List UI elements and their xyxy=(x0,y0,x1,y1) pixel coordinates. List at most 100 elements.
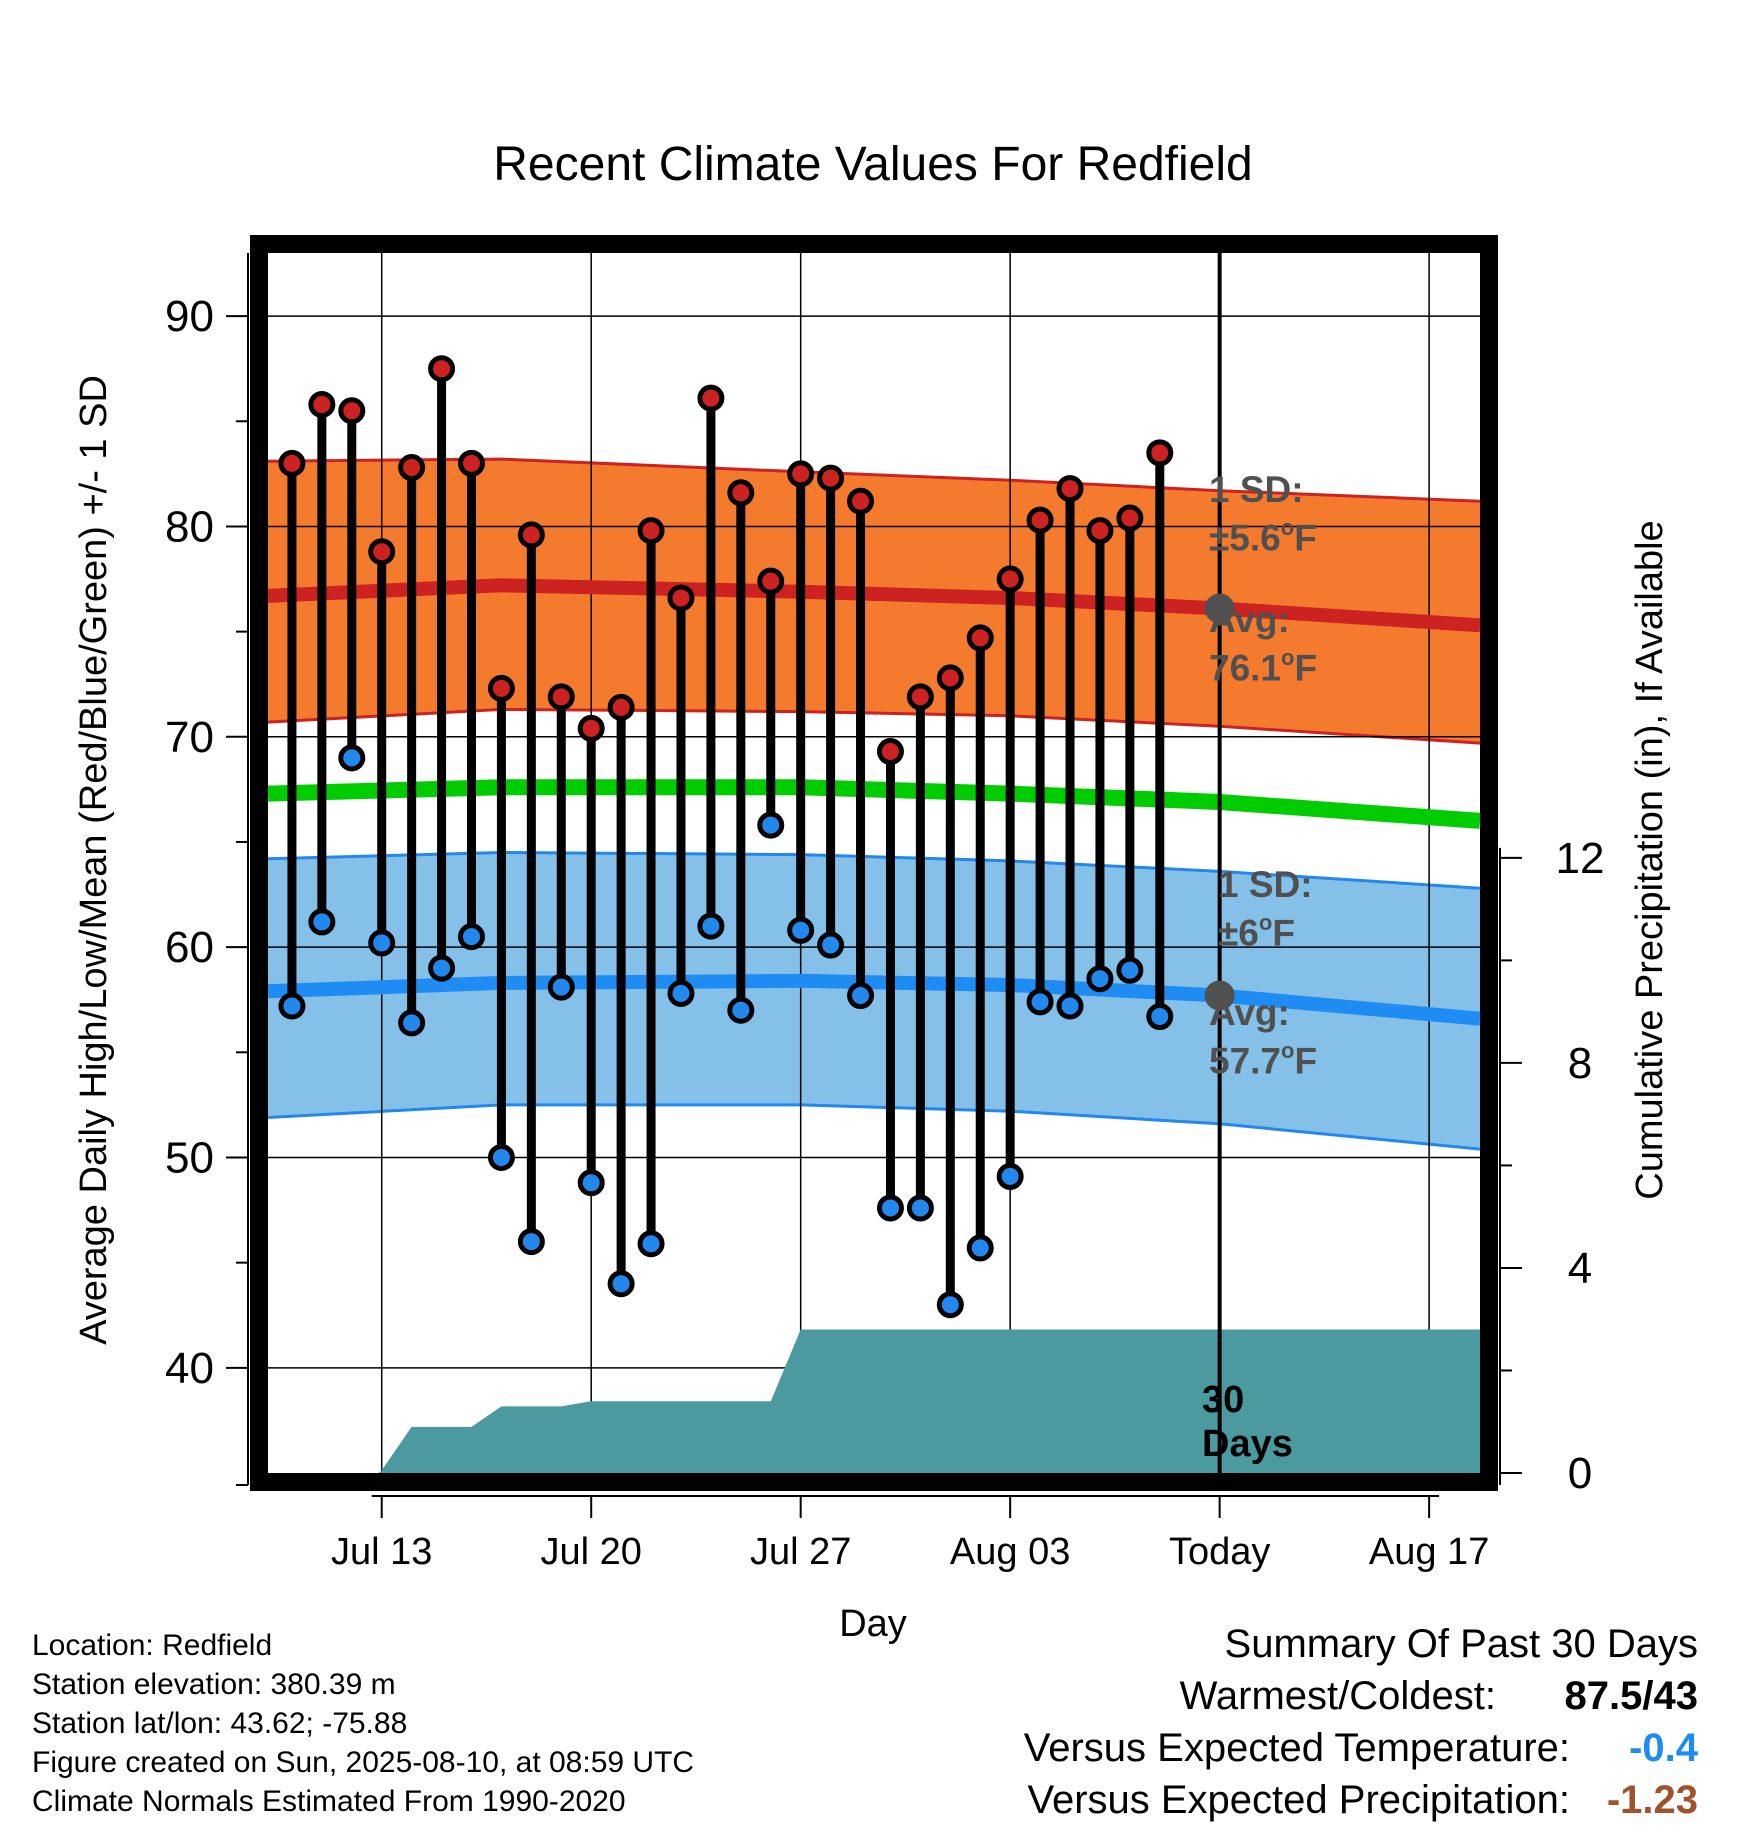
daily-low-marker xyxy=(787,916,815,944)
daily-high-marker xyxy=(637,517,665,545)
high-sd-band-lower-edge xyxy=(267,707,1481,745)
summary-warmest-value: 87.5/43 xyxy=(1564,1674,1698,1718)
daily-high-marker xyxy=(308,390,336,418)
daily-high-marker xyxy=(817,464,845,492)
avg-low-line xyxy=(267,973,1481,1026)
daily-low-marker xyxy=(577,1169,605,1197)
daily-high-marker xyxy=(936,664,964,692)
high-avg-annotation: Avg: 76.1oF xyxy=(1209,600,1317,688)
daily-low-marker xyxy=(936,1291,964,1319)
daily-high-marker xyxy=(278,449,306,477)
daily-low-marker xyxy=(1146,1003,1174,1031)
daily-high-marker xyxy=(757,567,785,595)
daily-high-marker xyxy=(697,384,725,412)
precip-area xyxy=(378,1329,1481,1473)
low-sd-band xyxy=(268,852,1480,1150)
daily-low-marker xyxy=(817,931,845,959)
low-avg-value: 57.7oF xyxy=(1209,1038,1318,1082)
daily-high-marker xyxy=(517,521,545,549)
daily-low-marker xyxy=(308,908,336,936)
summary-title: Summary Of Past 30 Days xyxy=(1224,1622,1698,1666)
daily-high-marker xyxy=(996,565,1024,593)
station-info: Location: Redfield Station elevation: 38… xyxy=(32,1626,694,1821)
bottom-tick-label: Aug 17 xyxy=(1369,1531,1489,1573)
daily-high-marker xyxy=(1086,517,1114,545)
daily-markers-layer xyxy=(278,355,1174,1319)
low-avg-label: Avg: xyxy=(1209,992,1290,1033)
daily-low-marker xyxy=(487,1143,515,1171)
daily-high-marker xyxy=(787,460,815,488)
low-sd-label: 1 SD: xyxy=(1218,864,1313,905)
daily-high-marker xyxy=(1026,506,1054,534)
daily-high-marker xyxy=(428,355,456,383)
left-tick-label: 60 xyxy=(165,923,214,972)
daily-low-marker xyxy=(757,811,785,839)
daily-low-marker xyxy=(428,954,456,982)
mean-line xyxy=(267,779,1481,829)
daily-high-marker xyxy=(457,449,485,477)
daily-high-marker xyxy=(487,674,515,702)
daily-high-marker xyxy=(727,479,755,507)
bottom-tick-label: Aug 03 xyxy=(950,1531,1070,1573)
low-sd-band-upper-edge xyxy=(267,850,1481,890)
right-tick-label: 4 xyxy=(1568,1244,1592,1293)
plot-frame-layer xyxy=(250,235,1498,1491)
daily-low-marker xyxy=(607,1270,635,1298)
daily-high-marker xyxy=(906,683,934,711)
today-low-avg-marker xyxy=(1204,980,1235,1011)
right-tick-label: 0 xyxy=(1568,1449,1592,1498)
daily-high-marker xyxy=(577,714,605,742)
right-tick-label: 12 xyxy=(1556,834,1605,883)
y-axis-right-label: Cumulative Precipitation (in), If Availa… xyxy=(1629,520,1671,1199)
daily-high-marker xyxy=(1116,504,1144,532)
summary-precip-value: -1.23 xyxy=(1606,1778,1698,1822)
daily-low-marker xyxy=(727,996,755,1024)
left-tick-label: 80 xyxy=(165,502,214,551)
daily-high-marker xyxy=(1146,439,1174,467)
x-axis-label: Day xyxy=(839,1603,907,1645)
avg-high-line xyxy=(267,578,1481,633)
today-layer xyxy=(1204,253,1235,1473)
daily-high-marker xyxy=(338,397,366,425)
daily-low-marker xyxy=(996,1162,1024,1190)
daily-low-marker xyxy=(637,1230,665,1258)
chart-title: Recent Climate Values For Redfield xyxy=(493,138,1252,191)
daily-low-marker xyxy=(547,973,575,1001)
axes-layer: 40 50 60 70 80 90 0 4 8 12 Jul 13 Jul 20 Jul 27 Aug 0… xyxy=(165,253,1604,1573)
daily-low-marker xyxy=(906,1194,934,1222)
daily-high-marker xyxy=(607,693,635,721)
info-created: Figure created on Sun, 2025-08-10, at 08… xyxy=(32,1746,695,1779)
daily-high-marker xyxy=(1056,475,1084,503)
high-sd-label: 1 SD: xyxy=(1209,469,1304,510)
days-count: 30 xyxy=(1202,1379,1245,1421)
daily-low-marker xyxy=(1026,988,1054,1016)
high-avg-value: 76.1oF xyxy=(1209,645,1318,689)
y-axis-left-label: Average Daily High/Low/Mean (Red/Blue/Gr… xyxy=(73,375,115,1345)
low-sd-band-lower-edge xyxy=(267,1103,1481,1151)
daily-high-marker xyxy=(966,624,994,652)
low-sd-annotation: 1 SD: ±6oF xyxy=(1218,865,1313,953)
summary-precip-label: Versus Expected Precipitation: xyxy=(1027,1778,1570,1822)
info-latlon: Station lat/lon: 43.62; -75.88 xyxy=(32,1707,408,1740)
today-high-avg-marker xyxy=(1204,593,1235,624)
bottom-tick-label: Jul 13 xyxy=(331,1531,432,1573)
high-sd-band xyxy=(268,459,1480,744)
summary-warmest-label: Warmest/Coldest: xyxy=(1179,1674,1496,1718)
daily-stems-layer xyxy=(287,368,1165,1305)
info-elevation: Station elevation: 380.39 m xyxy=(32,1668,396,1701)
sd-bands-layer xyxy=(267,457,1481,1151)
daily-low-marker xyxy=(457,923,485,951)
low-avg-annotation: Avg: 57.7oF xyxy=(1209,993,1317,1081)
daily-high-marker xyxy=(847,487,875,515)
info-location: Location: Redfield xyxy=(32,1629,273,1662)
right-tick-label: 8 xyxy=(1568,1039,1592,1088)
high-avg-label: Avg: xyxy=(1209,599,1290,640)
left-tick-label: 70 xyxy=(165,713,214,762)
precip-layer xyxy=(378,1329,1481,1473)
daily-low-marker xyxy=(697,912,725,940)
daily-low-marker xyxy=(278,992,306,1020)
left-tick-label: 50 xyxy=(165,1133,214,1182)
daily-high-marker xyxy=(667,584,695,612)
high-sd-annotation: 1 SD: ±5.6oF xyxy=(1209,470,1317,558)
